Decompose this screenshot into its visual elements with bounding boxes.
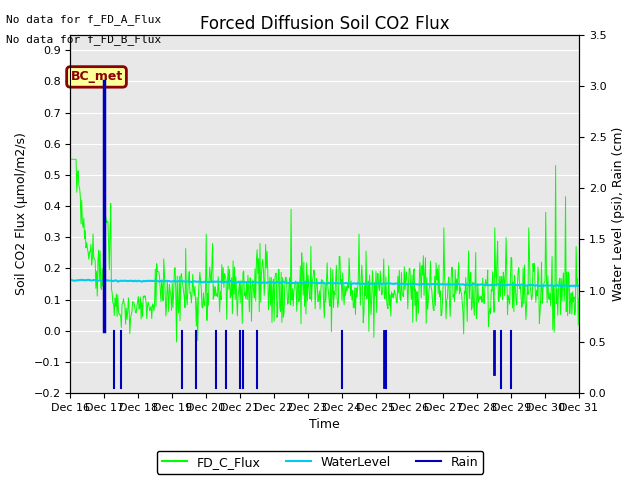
Title: Forced Diffusion Soil CO2 Flux: Forced Diffusion Soil CO2 Flux bbox=[200, 15, 449, 33]
Text: BC_met: BC_met bbox=[70, 71, 123, 84]
Text: No data for f_FD_A_Flux: No data for f_FD_A_Flux bbox=[6, 14, 162, 25]
X-axis label: Time: Time bbox=[309, 419, 340, 432]
Legend: FD_C_Flux, WaterLevel, Rain: FD_C_Flux, WaterLevel, Rain bbox=[157, 451, 483, 474]
Text: No data for f_FD_B_Flux: No data for f_FD_B_Flux bbox=[6, 34, 162, 45]
Y-axis label: Water Level (psi), Rain (cm): Water Level (psi), Rain (cm) bbox=[612, 127, 625, 301]
Y-axis label: Soil CO2 Flux (μmol/m2/s): Soil CO2 Flux (μmol/m2/s) bbox=[15, 132, 28, 295]
